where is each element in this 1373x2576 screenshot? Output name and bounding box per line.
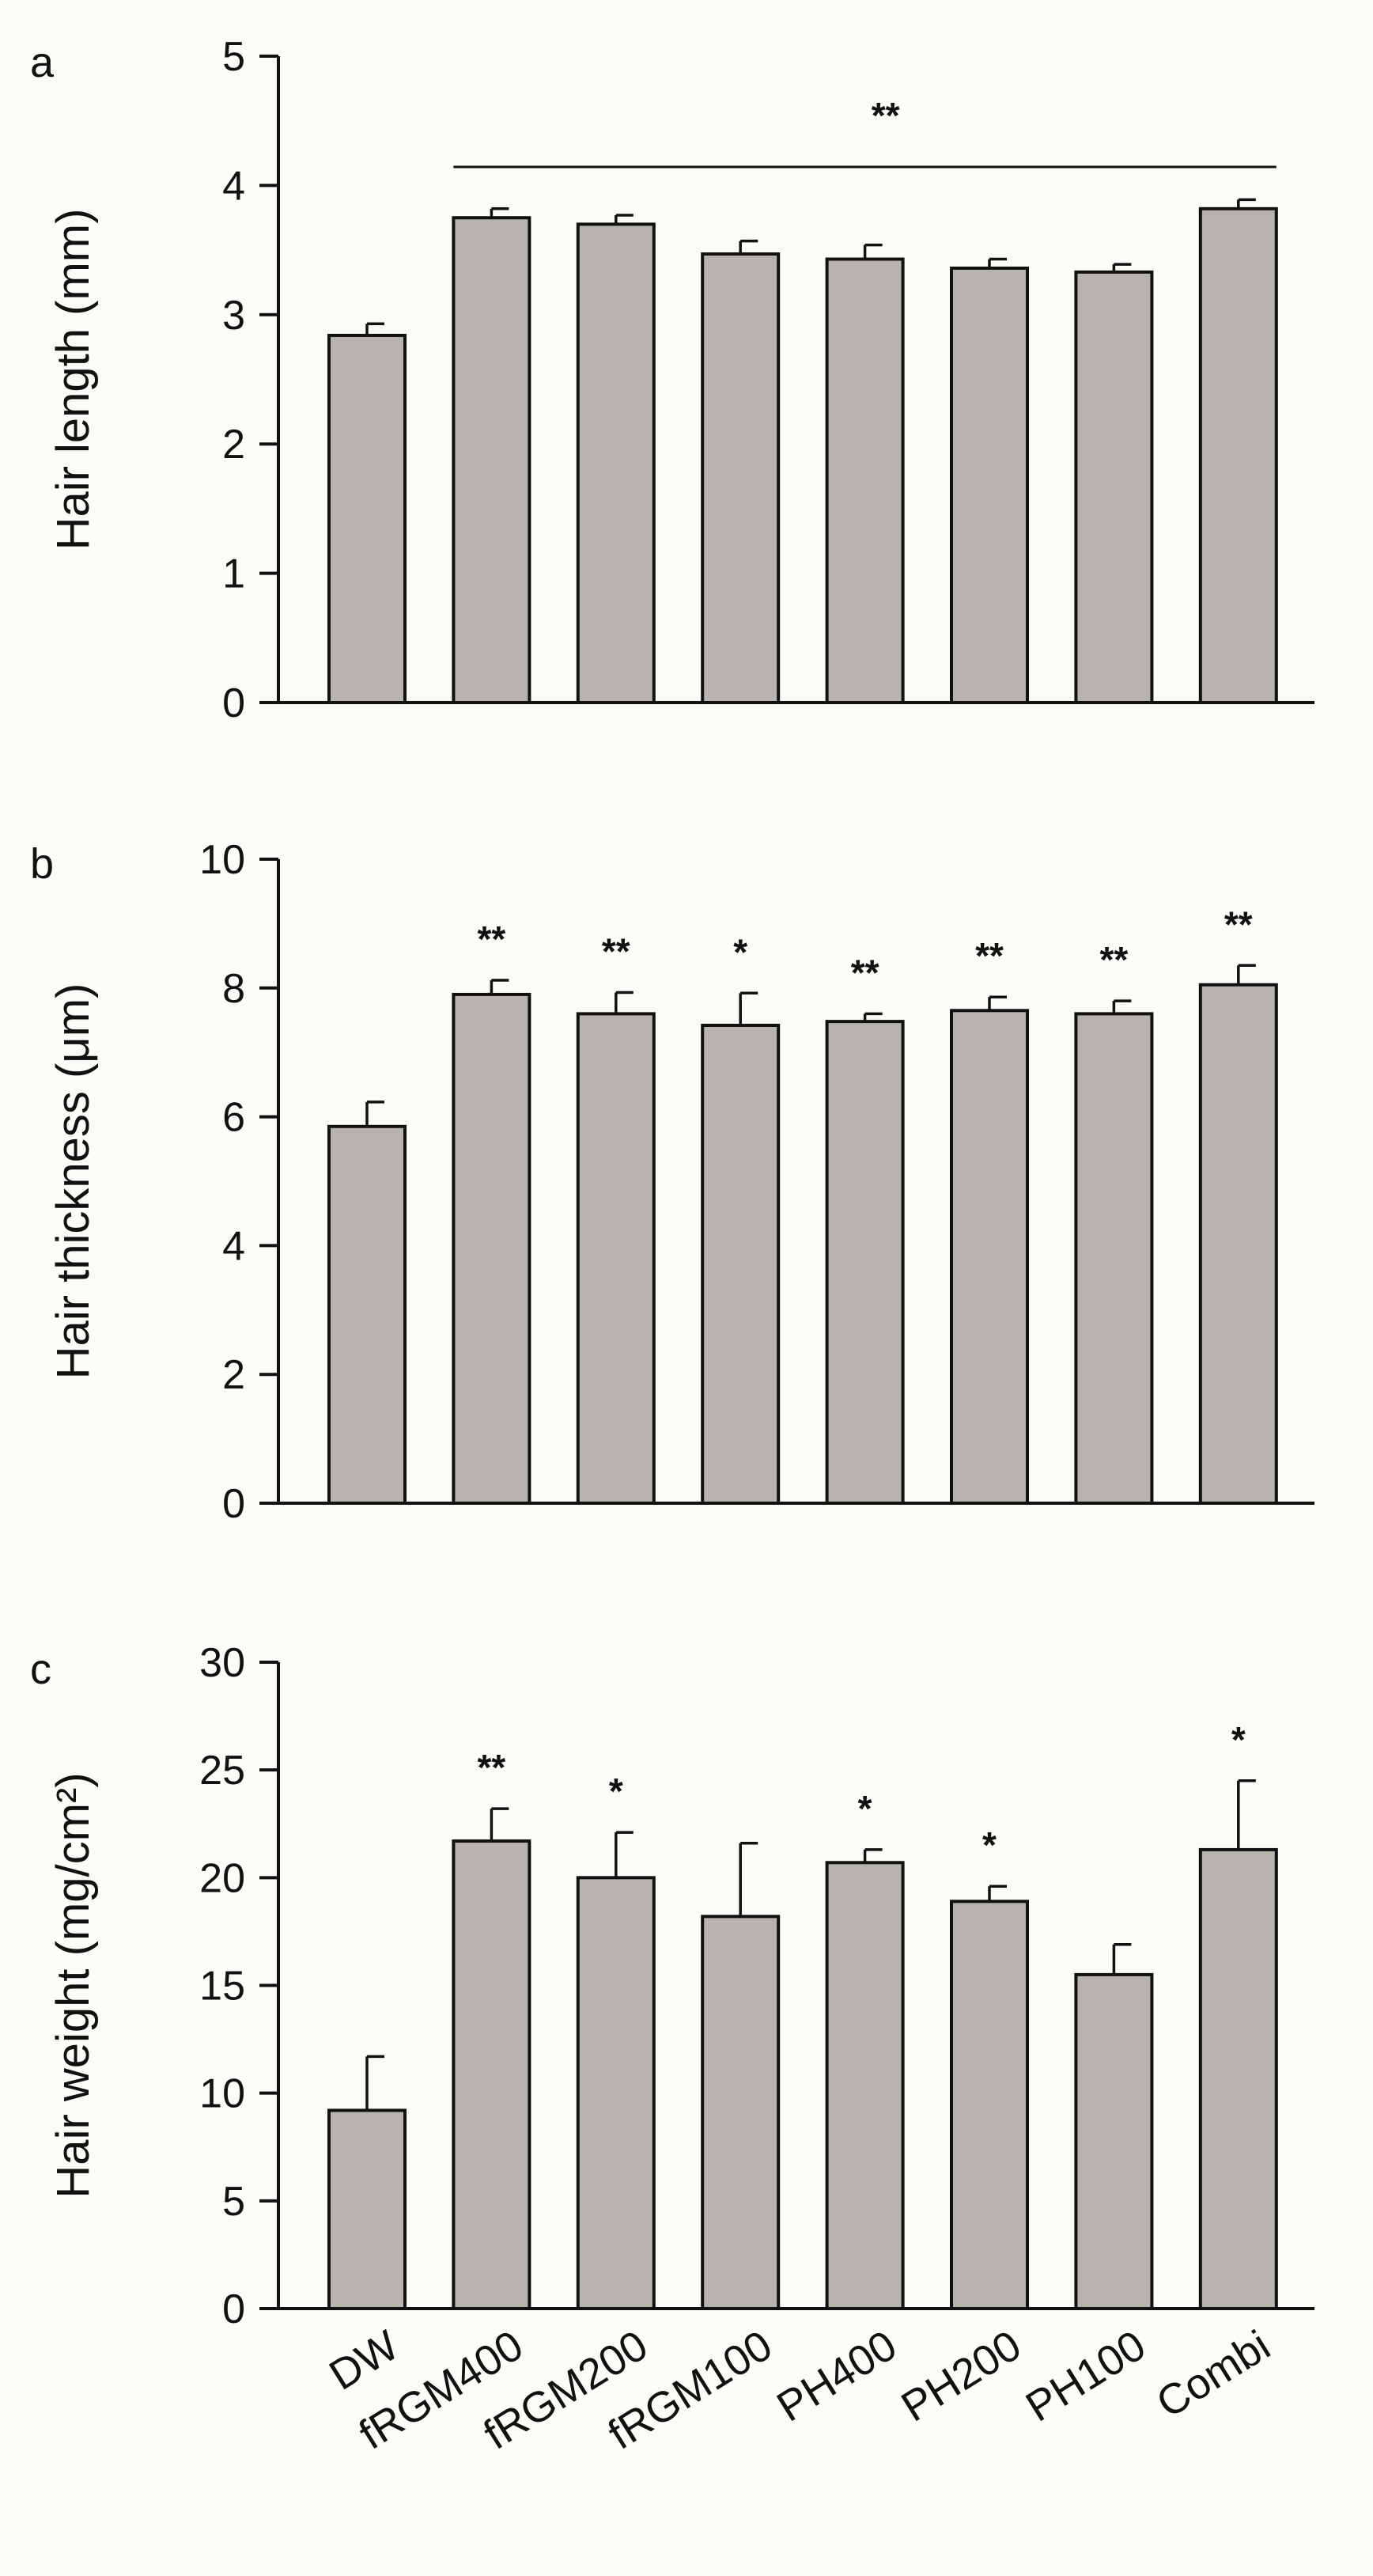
y-tick-label: 4: [222, 163, 245, 209]
y-tick-label: 6: [222, 1095, 245, 1141]
bar-fRGM400: [452, 216, 531, 704]
significance-mark: *: [609, 1771, 623, 1812]
bar-PH400: [825, 257, 905, 704]
y-tick-label: 2: [222, 1352, 245, 1398]
bar-fRGM200: [576, 222, 656, 705]
bar-PH100: [1074, 270, 1154, 704]
bar-PH100: [1074, 1012, 1154, 1505]
bar-fRGM200: [576, 1876, 656, 2310]
bar-fRGM100: [701, 252, 781, 704]
y-tick-label: 25: [199, 1748, 245, 1794]
y-tick-label: 0: [222, 2286, 245, 2332]
panel-letter: c: [30, 1646, 51, 1693]
chart-panel-a: a Hair length (mm) 0 1 2 3 4 5 **: [30, 34, 1314, 726]
bar-PH200: [950, 266, 1029, 704]
bar-DW: [327, 2108, 407, 2311]
significance-mark: *: [982, 1824, 997, 1866]
significance-mark: **: [851, 952, 879, 993]
y-axis-label: Hair weight (mg/cm²): [47, 1772, 99, 2198]
bar-PH200: [950, 1900, 1029, 2311]
y-tick-label: 15: [199, 1964, 245, 2010]
y-tick-label: 0: [222, 680, 245, 726]
significance-mark: *: [1231, 1719, 1246, 1760]
bar-PH100: [1074, 1972, 1154, 2310]
bar-fRGM400: [452, 1839, 531, 2310]
bar-PH400: [825, 1861, 905, 2310]
bar-PH200: [950, 1009, 1029, 1506]
bar-fRGM100: [701, 1915, 781, 2310]
bar-Combi: [1198, 1847, 1278, 2310]
significance-mark: **: [975, 935, 1004, 976]
bar-fRGM400: [452, 992, 531, 1505]
bar-Combi: [1198, 206, 1278, 704]
significance-mark: **: [1099, 939, 1128, 980]
significance-mark: **: [602, 930, 630, 972]
y-tick-label: 8: [222, 966, 245, 1012]
significance-mark: *: [858, 1788, 872, 1829]
y-axis-label: Hair length (mm): [47, 209, 99, 551]
y-tick-label: 20: [199, 1855, 245, 1901]
significance-mark: **: [477, 1747, 505, 1788]
y-tick-label: 0: [222, 1481, 245, 1527]
bracket-significance-label: **: [872, 95, 900, 136]
significance-mark: *: [733, 931, 747, 972]
bar-DW: [327, 1124, 407, 1506]
y-tick-label: 10: [199, 837, 245, 883]
y-tick-label: 2: [222, 422, 245, 468]
y-tick-label: 10: [199, 2071, 245, 2117]
y-tick-label: 1: [222, 551, 245, 597]
y-tick-label: 5: [222, 2179, 245, 2225]
y-tick-label: 3: [222, 293, 245, 339]
panel-letter: a: [30, 39, 55, 86]
significance-mark: **: [1224, 903, 1253, 945]
y-tick-label: 5: [222, 34, 245, 80]
bar-DW: [327, 333, 407, 704]
y-tick-label: 4: [222, 1223, 245, 1269]
y-axis-label: Hair thickness (μm): [47, 983, 99, 1380]
bar-fRGM200: [576, 1012, 656, 1505]
bar-fRGM100: [701, 1024, 781, 1505]
bar-Combi: [1198, 983, 1278, 1505]
significance-mark: **: [477, 919, 505, 960]
y-tick-label: 30: [199, 1640, 245, 1686]
bar-PH400: [825, 1020, 905, 1506]
panel-letter: b: [30, 840, 54, 888]
